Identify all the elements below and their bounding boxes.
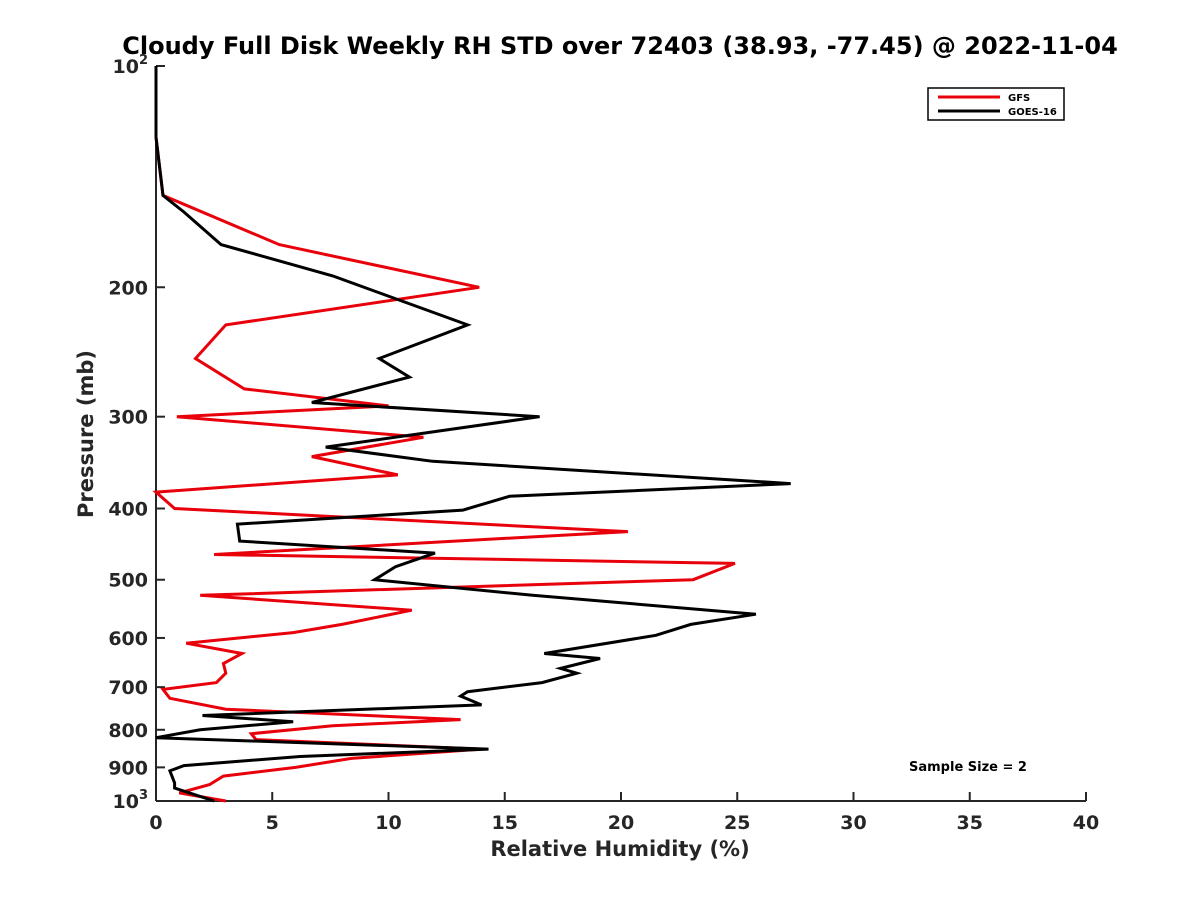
legend-box [927,87,1065,121]
x-axis-label: Relative Humidity (%) [490,837,749,861]
x-tick-label: 15 [492,812,518,834]
x-tick-label: 20 [608,812,634,834]
chart-title: Cloudy Full Disk Weekly RH STD over 7240… [122,32,1118,60]
legend: GFS GOES-16 [927,87,1065,121]
legend-label-gfs: GFS [1008,93,1030,104]
y-tick-label: 300 [108,407,148,429]
y-tick-label: 700 [108,677,148,699]
y-tick-label: 800 [108,720,148,742]
x-tick-label: 10 [375,812,401,834]
y-tick-label: 600 [108,628,148,650]
plot-area: 0 5 10 15 20 25 30 35 40 102 200 300 400 500 600 700 800… [108,53,1099,834]
y-tick-label: 900 [108,757,148,779]
y-tick-label: 500 [108,570,148,592]
x-tick-label: 25 [724,812,750,834]
y-tick-label: 400 [108,499,148,521]
legend-label-goes-16: GOES-16 [1008,107,1057,118]
x-tick-label: 5 [266,812,279,834]
y-tick-label: 200 [108,277,148,299]
x-tick-label: 35 [957,812,983,834]
series-line-goes-16 [154,66,791,803]
y-tick-label: 103 [113,788,149,813]
x-tick-label: 0 [149,812,162,834]
x-tick-label: 40 [1073,812,1099,834]
y-tick-label: 102 [113,53,149,78]
x-tick-label: 30 [840,812,866,834]
y-axis-label: Pressure (mb) [74,350,98,518]
sample-size-annotation: Sample Size = 2 [909,760,1027,775]
